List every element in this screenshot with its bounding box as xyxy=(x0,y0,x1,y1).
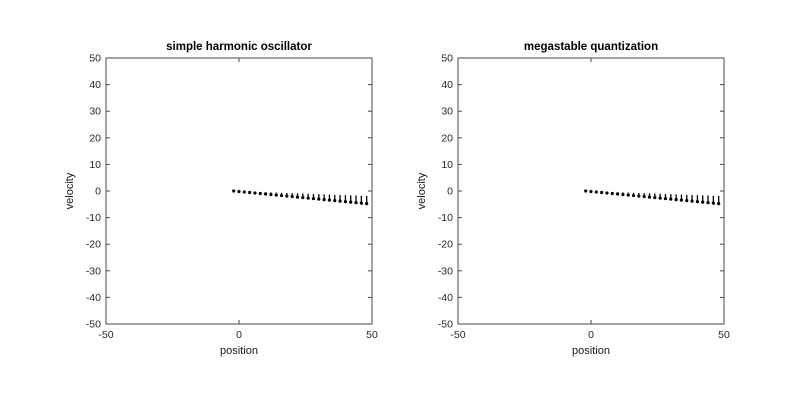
particle-dot xyxy=(317,197,321,201)
y-tick-label: -20 xyxy=(438,239,453,251)
particle-dot xyxy=(706,201,710,205)
y-tick-label: 30 xyxy=(441,106,453,118)
y-tick-label: 0 xyxy=(95,186,101,198)
particle-dot xyxy=(253,191,257,195)
particle-dot xyxy=(279,193,284,198)
y-tick-label: 50 xyxy=(441,53,453,65)
particle-dot xyxy=(301,195,305,200)
particle-dot xyxy=(322,197,326,202)
plot-title: megastable quantization xyxy=(524,41,658,53)
particle-dot xyxy=(679,198,684,202)
x-tick-label: -50 xyxy=(450,329,465,341)
particle-dot xyxy=(653,195,657,200)
particle-dot xyxy=(338,199,342,203)
x-tick-label: 0 xyxy=(588,329,594,341)
particle-dot xyxy=(674,197,678,202)
y-tick-label: -30 xyxy=(438,265,453,277)
particle-dot xyxy=(274,193,278,197)
tick-marks xyxy=(105,57,373,325)
particle-dot xyxy=(306,196,310,200)
particle-dot xyxy=(605,191,609,195)
y-tick-label: -30 xyxy=(86,265,101,277)
x-tick-labels: -50 0 50 xyxy=(98,329,378,341)
y-tick-label: -40 xyxy=(86,292,101,304)
particle-dot xyxy=(264,192,268,196)
plot-title: simple harmonic oscillator xyxy=(166,41,312,53)
particle-dot xyxy=(610,191,614,196)
particle-dot xyxy=(242,190,246,194)
particle-dot xyxy=(589,189,593,194)
y-tick-labels: -50 -40 -30 -20 -10 0 10 20 30 40 50 xyxy=(438,53,453,331)
particle-dot xyxy=(258,191,262,196)
particle-dot xyxy=(690,199,694,203)
particle-dot xyxy=(327,198,332,202)
y-tick-label: -40 xyxy=(438,292,453,304)
y-tick-label: 0 xyxy=(447,186,453,198)
particle-dot xyxy=(285,194,289,198)
x-tick-labels: -50 0 50 xyxy=(450,329,730,341)
particle-dot xyxy=(343,200,347,204)
particle-dot xyxy=(616,192,620,196)
particle-dot xyxy=(669,197,673,201)
particle-dot xyxy=(248,190,252,195)
y-tick-label: 10 xyxy=(441,159,453,171)
y-tick-label: -20 xyxy=(86,239,101,251)
particle-dot xyxy=(701,200,705,204)
y-tick-label: -50 xyxy=(86,319,101,331)
x-axis-label: position xyxy=(220,345,258,357)
particle-dot xyxy=(631,193,636,198)
particle-dot xyxy=(359,201,363,205)
y-axis-label: velocity xyxy=(64,172,76,209)
data-markers xyxy=(232,189,369,206)
y-tick-label: 20 xyxy=(441,132,453,144)
particle-dot xyxy=(642,194,646,199)
x-tick-label: 50 xyxy=(718,329,730,341)
y-tick-label: -50 xyxy=(438,319,453,331)
tick-marks xyxy=(457,57,725,325)
x-tick-label: 50 xyxy=(366,329,378,341)
y-axis-label: velocity xyxy=(416,172,428,209)
y-tick-label: -10 xyxy=(438,212,453,224)
particle-dot xyxy=(290,194,294,199)
particle-dot xyxy=(637,194,641,198)
particle-dot xyxy=(269,192,273,197)
y-tick-label: 50 xyxy=(89,53,101,65)
particle-dot xyxy=(717,202,721,206)
y-tick-label: 40 xyxy=(441,79,453,91)
particle-dot xyxy=(658,196,662,200)
particle-dot xyxy=(711,201,715,205)
particle-dot xyxy=(237,189,241,194)
particle-dot xyxy=(621,192,625,197)
y-tick-label: 10 xyxy=(89,159,101,171)
particle-dot xyxy=(647,195,652,199)
particle-dot xyxy=(584,189,588,193)
y-tick-label: 20 xyxy=(89,132,101,144)
y-tick-label: 40 xyxy=(89,79,101,91)
particle-dot xyxy=(600,190,604,195)
x-axis-label: position xyxy=(572,345,610,357)
particle-dot xyxy=(333,199,337,203)
particle-dot xyxy=(311,196,316,201)
particle-dot xyxy=(695,200,700,204)
particle-dot xyxy=(365,202,369,206)
x-tick-label: -50 xyxy=(98,329,113,341)
particle-dot xyxy=(232,189,236,193)
particle-dot xyxy=(685,199,689,203)
particle-dot xyxy=(626,193,630,197)
particle-dot xyxy=(594,190,598,194)
x-tick-label: 0 xyxy=(236,329,242,341)
data-markers xyxy=(584,189,721,206)
y-tick-label: -10 xyxy=(86,212,101,224)
particle-dot xyxy=(349,200,353,204)
particle-dot xyxy=(295,195,300,199)
subplot-megastable-quantization: megastable quantization position velocit… xyxy=(416,41,730,357)
particle-dot xyxy=(663,196,668,201)
y-tick-label: 30 xyxy=(89,106,101,118)
y-tick-labels: -50 -40 -30 -20 -10 0 10 20 30 40 50 xyxy=(86,53,101,331)
subplot-harmonic-oscillator: simple harmonic oscillator position velo… xyxy=(64,41,378,357)
particle-dot xyxy=(354,201,358,205)
